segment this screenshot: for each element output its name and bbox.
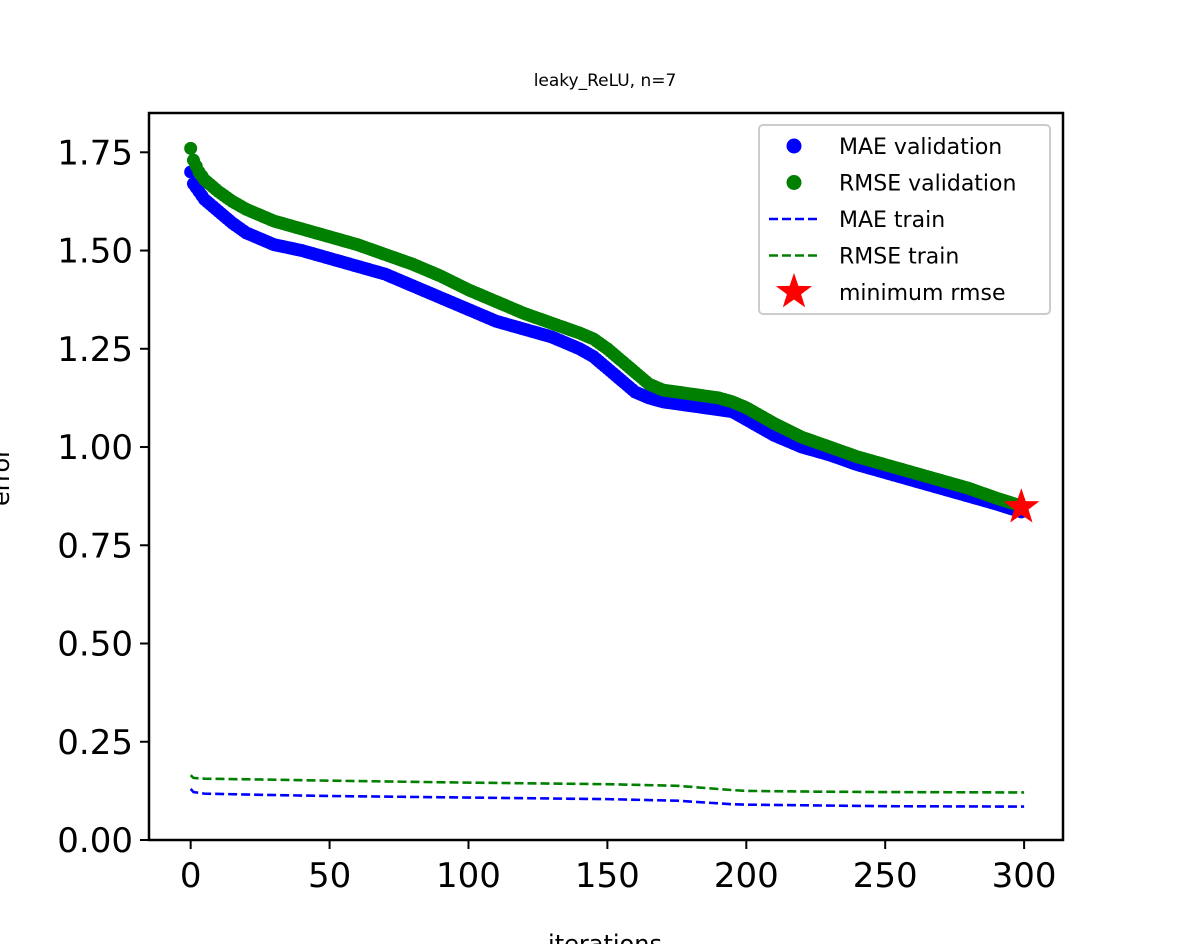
y-axis: 0.00 0.25 0.50 0.75 1.00 1.25 1.50 1.75 (57, 133, 149, 861)
x-tick-label: 250 (853, 856, 918, 896)
series-rmse-train (189, 774, 1025, 794)
y-tick-label: 0.00 (57, 821, 133, 861)
chart-title: leaky_ReLU, n=7 (534, 71, 677, 91)
legend-label: RMSE validation (839, 172, 1016, 197)
series-line (189, 788, 1025, 808)
y-tick-label: 1.75 (57, 133, 133, 173)
x-tick-label: 100 (436, 856, 501, 896)
data-point (184, 141, 198, 155)
legend-box (758, 124, 1051, 315)
minimum-rmse-marker (1003, 488, 1040, 523)
y-tick-label: 1.25 (57, 330, 133, 370)
legend-label: RMSE train (839, 245, 959, 270)
series-rmse-validation (184, 141, 1028, 513)
y-tick-label: 0.50 (57, 625, 133, 665)
x-axis: 0 50 100 150 200 250 300 (180, 840, 1057, 896)
plot-area (184, 141, 1040, 808)
series-mae-train (189, 788, 1025, 808)
legend-label: minimum rmse (839, 281, 1005, 306)
x-tick-label: 200 (714, 856, 779, 896)
legend-marker (775, 273, 813, 308)
legend-label: MAE validation (839, 135, 1002, 160)
legend: MAE validation RMSE validation MAE train RM… (758, 124, 1051, 315)
y-tick-label: 0.25 (57, 723, 133, 763)
legend-marker (786, 138, 802, 154)
y-tick-label: 1.00 (57, 428, 133, 468)
series-minimum-rmse (1003, 488, 1040, 523)
x-axis-label: iterations (548, 930, 662, 944)
y-tick-label: 1.50 (57, 232, 133, 272)
x-tick-label: 50 (308, 856, 351, 896)
x-tick-label: 0 (180, 856, 202, 896)
legend-marker (786, 175, 802, 190)
y-tick-label: 0.75 (57, 526, 133, 566)
y-axis-label: error (0, 448, 15, 506)
x-tick-label: 150 (575, 856, 640, 896)
legend-label: MAE train (839, 208, 945, 233)
x-tick-label: 300 (992, 856, 1057, 896)
series-line (189, 774, 1025, 794)
plot-frame (147, 111, 1065, 842)
